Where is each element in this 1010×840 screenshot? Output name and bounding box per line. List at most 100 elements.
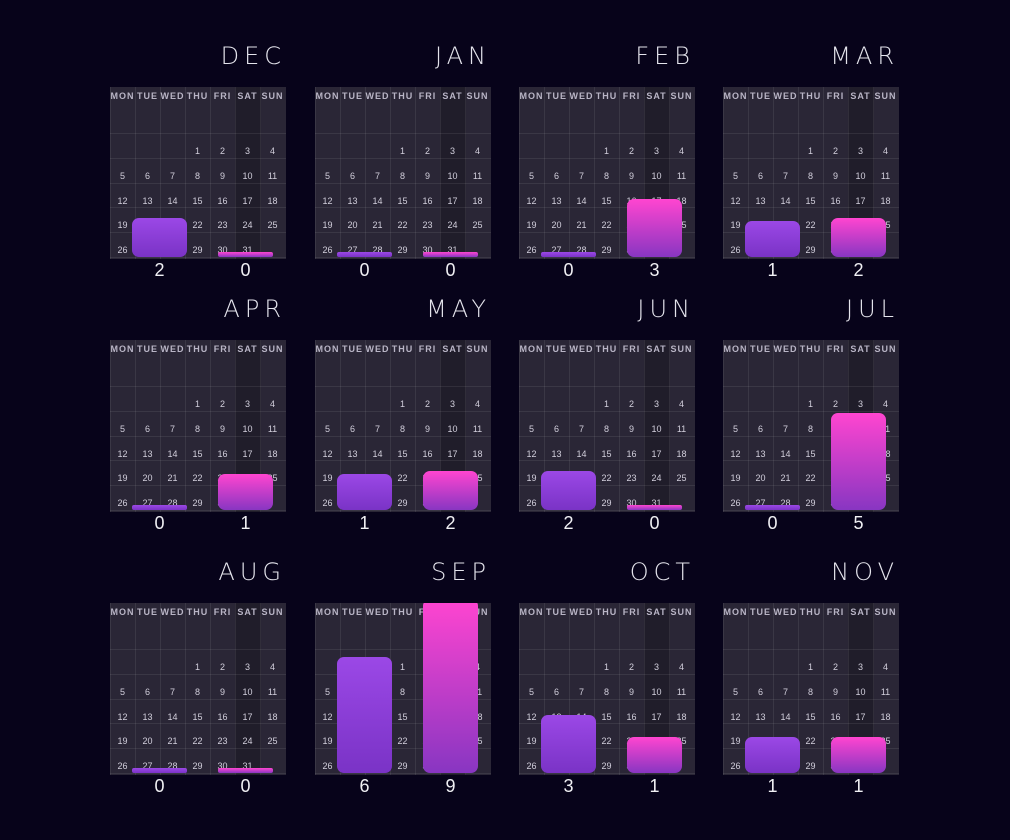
day-number: 16 [626,711,637,722]
day-number: 2 [628,399,634,409]
weekday-column [415,87,441,259]
weekday-header: MON [315,607,340,617]
bar-series-1 [132,218,187,257]
day-number: 22 [601,220,612,231]
value-label: 0 [240,776,251,796]
grid-line [110,485,286,487]
day-number: 12 [526,711,537,722]
day-number: 6 [349,423,355,434]
day-number: 9 [424,170,430,181]
weekday-column [465,340,491,512]
value-label: 1 [359,513,370,533]
day-number: 9 [628,170,634,181]
grid-line [110,649,286,650]
day-number: 1 [603,146,609,156]
bar-series-2 [423,603,478,773]
bar-series-1 [132,505,187,510]
day-number: 7 [782,170,788,181]
grid-line [110,435,286,437]
day-number: 6 [144,170,150,181]
value-label: 1 [767,776,778,796]
day-number: 2 [219,662,225,672]
day-number: 10 [447,170,458,181]
weekday-header: MON [110,344,135,354]
value-label: 2 [563,513,574,533]
grid-line [723,649,899,650]
day-number: 9 [219,686,225,697]
value-label: 1 [853,776,864,796]
day-number: 4 [882,662,888,672]
day-number: 19 [730,736,741,747]
weekday-header: MON [519,607,544,617]
day-number: 13 [142,711,153,722]
weekday-header: THU [799,91,822,101]
grid-line [723,698,899,700]
bar-series-1 [337,474,392,510]
day-number: 1 [399,399,405,409]
day-number: 5 [732,423,738,434]
grid-line [519,207,695,209]
day-number: 8 [807,170,813,181]
day-number: 28 [372,245,383,256]
calendar-grid: MONTUEWEDTHUFRISATSUN1234567891011121314… [723,340,899,512]
grid-line [723,673,899,675]
weekday-header: FRI [213,344,232,354]
day-number: 5 [119,423,125,434]
weekday-column [260,87,286,259]
weekday-header: TUE [137,91,158,101]
day-number: 19 [526,473,537,484]
weekday-column [823,87,849,259]
day-number: 12 [526,195,537,206]
day-number: 3 [449,146,455,156]
weekday-header: WED [773,607,798,617]
bar-series-1 [541,715,596,773]
grid-line [110,773,286,774]
weekday-column [160,340,186,512]
day-number: 1 [603,399,609,409]
grid-line [110,510,286,511]
day-number: 26 [526,761,537,772]
day-number: 21 [167,473,178,484]
day-number: 31 [242,245,253,256]
grid-line [723,182,899,184]
day-number: 22 [601,473,612,484]
weekday-column [619,87,645,259]
grid-line [315,157,491,159]
day-number: 29 [601,245,612,256]
day-number: 1 [194,146,200,156]
day-number: 2 [424,146,430,156]
grid-line [110,386,286,387]
grid-line [723,435,899,437]
day-number: 10 [651,686,662,697]
weekday-header: THU [186,344,209,354]
day-number: 31 [242,761,253,772]
day-number: 23 [422,220,433,231]
grid-line [110,133,286,134]
weekday-header: WED [365,344,390,354]
day-number: 4 [474,146,480,156]
grid-line [519,723,695,725]
day-number: 18 [880,195,891,206]
weekday-column [544,87,570,259]
grid-line [315,435,491,437]
day-number: 28 [167,761,178,772]
day-number: 16 [217,195,228,206]
value-label: 0 [563,260,574,280]
day-number: 17 [651,711,662,722]
day-number: 7 [782,423,788,434]
weekday-column [160,87,186,259]
grid-line [519,460,695,462]
weekday-header: SAT [850,607,871,617]
day-number: 13 [755,195,766,206]
day-number: 19 [526,736,537,747]
month-panel: MAY MON TUE WED THU FRI SAT SUN 1 2 3 4 5 6 7 8 9 10 11 12 1… [315,295,491,533]
weekday-header: SAT [442,344,463,354]
month-panel: FEB MON TUE WED THU FRI SAT SUN 1 2 3 4 5 6 7 8 9 10 11 12 1… [519,42,695,280]
day-number: 9 [424,423,430,434]
weekday-header: SUN [670,607,693,617]
day-number: 13 [755,711,766,722]
weekday-column [135,87,161,259]
weekday-header: MON [110,91,135,101]
